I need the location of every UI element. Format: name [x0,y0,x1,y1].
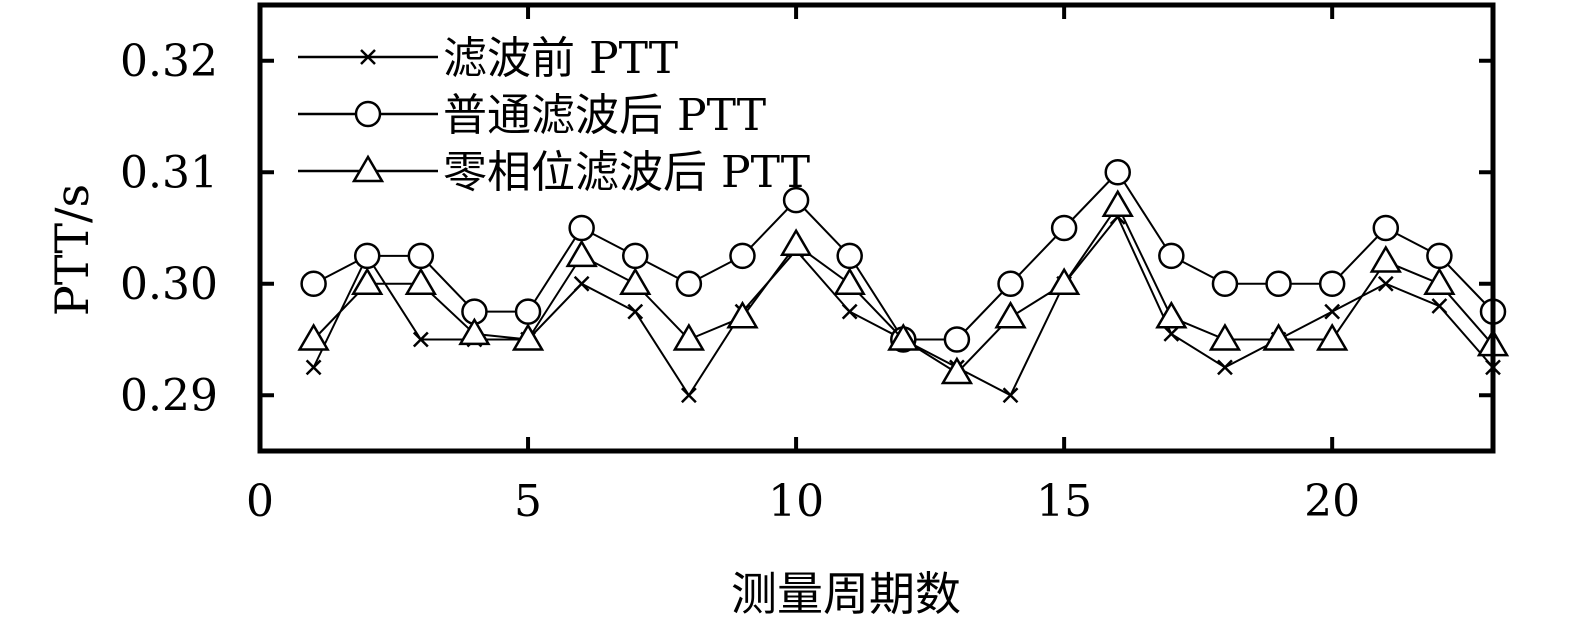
y-tick-label: 0.29 [120,370,218,421]
data-point [627,303,644,320]
tick-labels: 0 5 10 15 20 0.29 0.30 0.31 0.32 [120,36,1360,527]
data-point [1101,189,1134,217]
data-point [1155,300,1188,329]
data-point [1211,270,1239,297]
data-point [568,214,595,242]
data-point [511,323,545,351]
series-layer [297,159,1510,404]
legend-marker [351,154,385,183]
data-point [943,326,971,353]
data-point [994,300,1027,329]
data-point [940,356,974,385]
x-tick-label: 10 [768,476,824,527]
x-axis-title: 测量周期数 [731,567,961,621]
legend: 滤波前 PTT 普通滤波后 PTT 零相位滤波后 PTT [298,33,810,198]
legend-label: 零相位滤波后 PTT [443,147,810,198]
data-point [1104,159,1131,186]
data-point [1423,267,1456,295]
data-point [1372,214,1400,242]
data-point [619,267,652,295]
data-point [1163,326,1180,342]
data-point [573,275,590,292]
data-point [833,267,866,295]
data-point [672,323,706,351]
data-point [404,267,438,295]
plot-area-frame [257,2,1496,454]
series-circle [300,159,1507,353]
legend-label: 普通滤波后 PTT [443,90,766,141]
y-tick-label: 0.30 [120,259,218,310]
data-point [1318,270,1346,297]
x-tick-label: 5 [514,476,542,527]
x-tick-label: 0 [246,476,274,527]
data-point [514,298,542,325]
legend-marker [354,100,382,128]
data-point [458,317,491,346]
data-point [407,242,435,270]
data-point [1324,303,1341,320]
data-point [841,303,858,320]
data-point [1265,270,1292,297]
y-axis-title: PTT/s [45,184,99,316]
data-point [297,323,330,351]
data-point [782,186,810,214]
legend-item: 零相位滤波后 PTT [298,147,810,198]
legend-item: 普通滤波后 PTT [298,90,766,141]
x-tick-label: 15 [1036,476,1092,527]
data-point [1002,387,1019,404]
data-point [726,300,759,329]
data-point [622,242,649,270]
series-line [312,214,1494,398]
data-point [1369,244,1402,273]
data-point [836,242,863,270]
series-triangle [297,189,1510,385]
data-point [1208,323,1242,351]
data-point [1047,267,1081,295]
legend-label: 滤波前 PTT [443,33,678,84]
data-point [305,359,322,376]
data-point [1262,323,1295,351]
data-point [1377,275,1394,292]
y-tick-label: 0.32 [120,36,218,87]
data-point [353,242,381,270]
data-point [412,331,429,348]
data-point [1217,359,1233,376]
data-point [1050,214,1078,242]
data-point [675,270,703,297]
data-point [1158,242,1185,270]
data-point [779,228,813,256]
data-point [1426,242,1453,270]
data-point [680,387,697,404]
y-tick-label: 0.31 [120,147,218,198]
legend-item: 滤波前 PTT [298,33,678,84]
data-point [997,270,1024,297]
legend-marker [360,49,376,65]
x-tick-label: 20 [1304,476,1360,527]
data-point [565,239,598,268]
data-point [351,267,384,295]
data-point [1431,298,1448,314]
data-point [300,270,327,297]
data-point [887,323,920,351]
data-point [729,242,756,270]
data-point [1315,323,1349,351]
